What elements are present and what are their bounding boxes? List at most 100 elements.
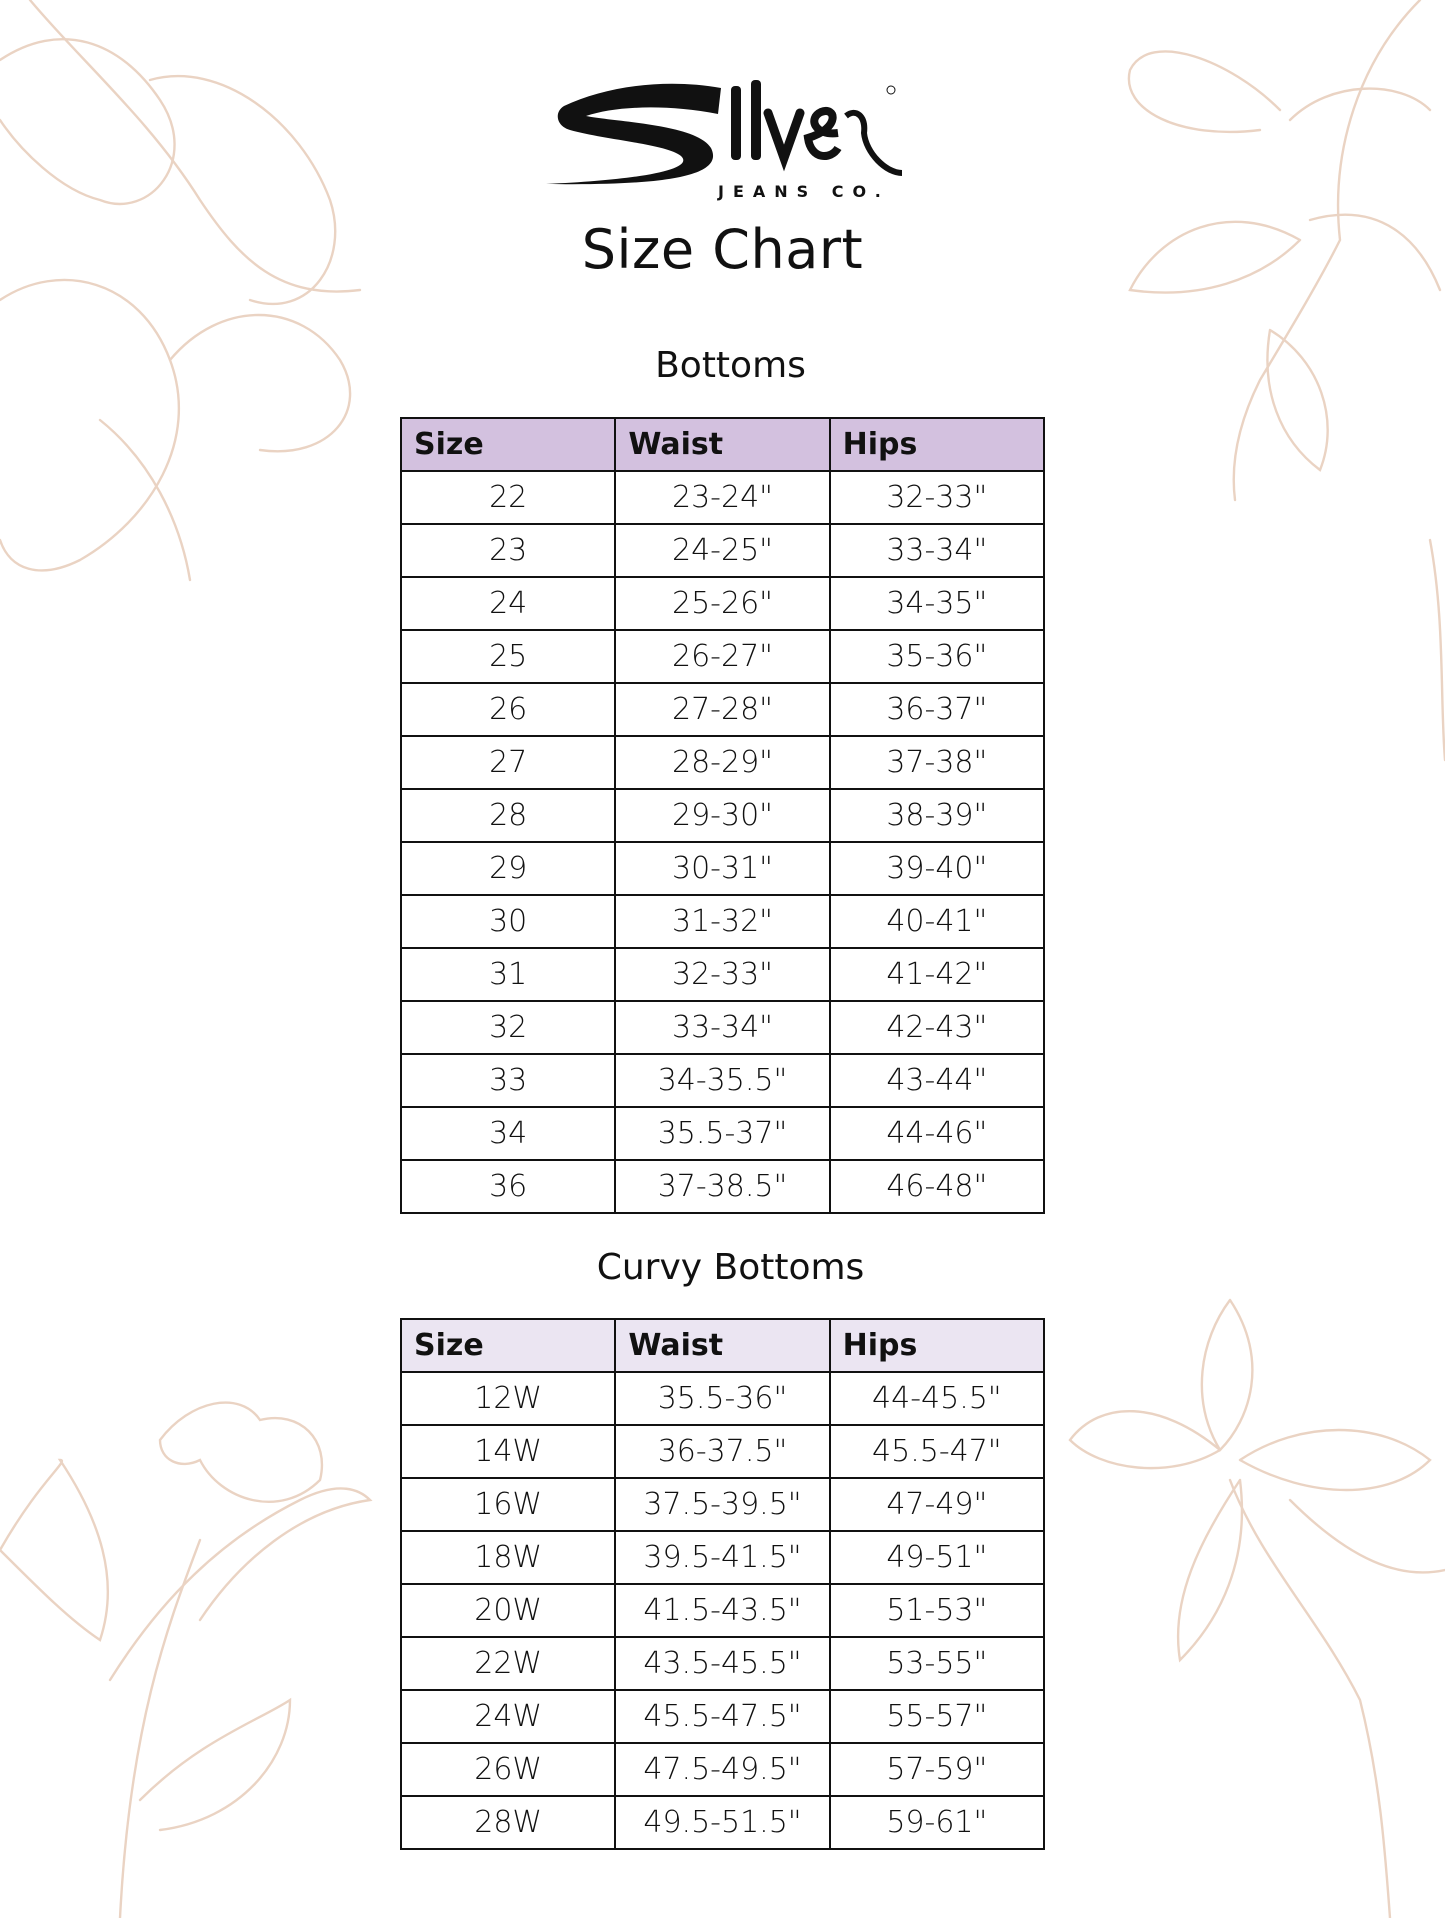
column-header-waist: Waist bbox=[614, 417, 831, 472]
size-cell: 22 bbox=[399, 470, 617, 525]
size-cell: 18W bbox=[399, 1530, 617, 1585]
hips-cell: 42-43" bbox=[828, 1000, 1046, 1055]
waist-cell: 35.5-36" bbox=[614, 1371, 831, 1426]
waist-cell: 49.5-51.5" bbox=[614, 1795, 831, 1850]
waist-cell: 45.5-47.5" bbox=[614, 1689, 831, 1744]
waist-cell: 39.5-41.5" bbox=[614, 1530, 831, 1585]
waist-cell: 26-27" bbox=[614, 629, 831, 684]
table-row: 28W 49.5-51.5" 59-61" bbox=[399, 1795, 1046, 1850]
waist-cell: 29-30" bbox=[614, 788, 831, 843]
hips-cell: 36-37" bbox=[828, 682, 1046, 737]
waist-cell: 37-38.5" bbox=[614, 1159, 831, 1214]
waist-cell: 33-34" bbox=[614, 1000, 831, 1055]
page-title: Size Chart bbox=[581, 218, 864, 281]
table-row: 22 23-24" 32-33" bbox=[399, 470, 1046, 525]
bottoms-size-table: Size Waist Hips 22 23-24" 32-33" 23 24-25" 33… bbox=[399, 417, 1046, 1214]
table-row: 23 24-25" 33-34" bbox=[399, 523, 1046, 578]
table-header-row: Size Waist Hips bbox=[399, 417, 1046, 472]
svg-text:JEANS CO.: JEANS CO. bbox=[717, 182, 890, 201]
size-cell: 23 bbox=[399, 523, 617, 578]
size-cell: 25 bbox=[399, 629, 617, 684]
column-header-size: Size bbox=[399, 417, 617, 472]
hips-cell: 44-45.5" bbox=[828, 1371, 1046, 1426]
waist-cell: 35.5-37" bbox=[614, 1106, 831, 1161]
waist-cell: 31-32" bbox=[614, 894, 831, 949]
size-cell: 29 bbox=[399, 841, 617, 896]
column-header-hips: Hips bbox=[828, 417, 1046, 472]
hips-cell: 32-33" bbox=[828, 470, 1046, 525]
waist-cell: 24-25" bbox=[614, 523, 831, 578]
size-cell: 32 bbox=[399, 1000, 617, 1055]
hips-cell: 49-51" bbox=[828, 1530, 1046, 1585]
waist-cell: 36-37.5" bbox=[614, 1424, 831, 1479]
hips-cell: 47-49" bbox=[828, 1477, 1046, 1532]
waist-cell: 27-28" bbox=[614, 682, 831, 737]
size-cell: 30 bbox=[399, 894, 617, 949]
hips-cell: 45.5-47" bbox=[828, 1424, 1046, 1479]
hips-cell: 39-40" bbox=[828, 841, 1046, 896]
table-row: 28 29-30" 38-39" bbox=[399, 788, 1046, 843]
bottoms-heading: Bottoms bbox=[655, 345, 806, 386]
column-header-hips: Hips bbox=[828, 1318, 1046, 1373]
table-row: 26W 47.5-49.5" 57-59" bbox=[399, 1742, 1046, 1797]
table-row: 24 25-26" 34-35" bbox=[399, 576, 1046, 631]
size-cell: 27 bbox=[399, 735, 617, 790]
curvy-bottoms-heading: Curvy Bottoms bbox=[596, 1247, 865, 1288]
size-cell: 28W bbox=[399, 1795, 617, 1850]
table-row: 16W 37.5-39.5" 47-49" bbox=[399, 1477, 1046, 1532]
hips-cell: 53-55" bbox=[828, 1636, 1046, 1691]
hips-cell: 46-48" bbox=[828, 1159, 1046, 1214]
table-row: 29 30-31" 39-40" bbox=[399, 841, 1046, 896]
size-cell: 28 bbox=[399, 788, 617, 843]
size-cell: 24 bbox=[399, 576, 617, 631]
size-cell: 22W bbox=[399, 1636, 617, 1691]
table-row: 24W 45.5-47.5" 55-57" bbox=[399, 1689, 1046, 1744]
hips-cell: 40-41" bbox=[828, 894, 1046, 949]
waist-cell: 32-33" bbox=[614, 947, 831, 1002]
waist-cell: 28-29" bbox=[614, 735, 831, 790]
hips-cell: 37-38" bbox=[828, 735, 1046, 790]
table-row: 33 34-35.5" 43-44" bbox=[399, 1053, 1046, 1108]
size-cell: 24W bbox=[399, 1689, 617, 1744]
column-header-waist: Waist bbox=[614, 1318, 831, 1373]
table-row: 27 28-29" 37-38" bbox=[399, 735, 1046, 790]
curvy-bottoms-size-table: Size Waist Hips 12W 35.5-36" 44-45.5" 14W 36… bbox=[399, 1318, 1046, 1850]
table-row: 34 35.5-37" 44-46" bbox=[399, 1106, 1046, 1161]
size-cell: 16W bbox=[399, 1477, 617, 1532]
hips-cell: 38-39" bbox=[828, 788, 1046, 843]
size-cell: 34 bbox=[399, 1106, 617, 1161]
table-row: 18W 39.5-41.5" 49-51" bbox=[399, 1530, 1046, 1585]
table-row: 14W 36-37.5" 45.5-47" bbox=[399, 1424, 1046, 1479]
table-row: 12W 35.5-36" 44-45.5" bbox=[399, 1371, 1046, 1426]
table-row: 20W 41.5-43.5" 51-53" bbox=[399, 1583, 1046, 1638]
hips-cell: 59-61" bbox=[828, 1795, 1046, 1850]
waist-cell: 25-26" bbox=[614, 576, 831, 631]
silver-jeans-logo: JEANS CO. bbox=[546, 80, 903, 201]
size-cell: 20W bbox=[399, 1583, 617, 1638]
waist-cell: 47.5-49.5" bbox=[614, 1742, 831, 1797]
hips-cell: 43-44" bbox=[828, 1053, 1046, 1108]
hips-cell: 35-36" bbox=[828, 629, 1046, 684]
hips-cell: 57-59" bbox=[828, 1742, 1046, 1797]
size-cell: 36 bbox=[399, 1159, 617, 1214]
size-cell: 26W bbox=[399, 1742, 617, 1797]
waist-cell: 37.5-39.5" bbox=[614, 1477, 831, 1532]
table-header-row: Size Waist Hips bbox=[399, 1318, 1046, 1373]
size-cell: 33 bbox=[399, 1053, 617, 1108]
waist-cell: 23-24" bbox=[614, 470, 831, 525]
table-row: 30 31-32" 40-41" bbox=[399, 894, 1046, 949]
table-row: 32 33-34" 42-43" bbox=[399, 1000, 1046, 1055]
size-cell: 26 bbox=[399, 682, 617, 737]
hips-cell: 33-34" bbox=[828, 523, 1046, 578]
column-header-size: Size bbox=[399, 1318, 617, 1373]
table-row: 22W 43.5-45.5" 53-55" bbox=[399, 1636, 1046, 1691]
size-cell: 14W bbox=[399, 1424, 617, 1479]
hips-cell: 55-57" bbox=[828, 1689, 1046, 1744]
table-row: 26 27-28" 36-37" bbox=[399, 682, 1046, 737]
hips-cell: 51-53" bbox=[828, 1583, 1046, 1638]
waist-cell: 30-31" bbox=[614, 841, 831, 896]
table-row: 36 37-38.5" 46-48" bbox=[399, 1159, 1046, 1214]
waist-cell: 41.5-43.5" bbox=[614, 1583, 831, 1638]
hips-cell: 41-42" bbox=[828, 947, 1046, 1002]
table-row: 31 32-33" 41-42" bbox=[399, 947, 1046, 1002]
